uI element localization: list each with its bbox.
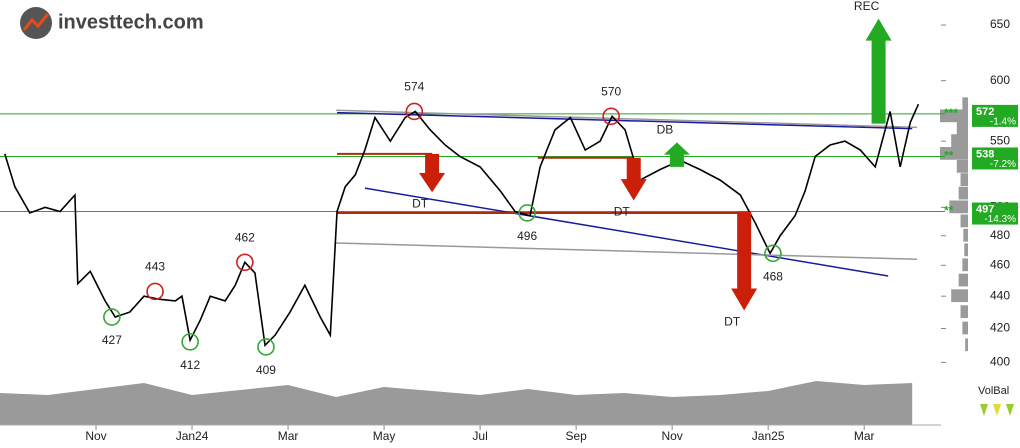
price-line bbox=[4, 103, 920, 347]
signal-label: DT bbox=[724, 315, 741, 329]
y-tick-label: 400 bbox=[990, 355, 1010, 369]
level-box bbox=[972, 202, 1018, 225]
extreme-label: 427 bbox=[102, 333, 122, 347]
extreme-label: 496 bbox=[517, 229, 537, 243]
signal-arrow bbox=[663, 142, 690, 167]
y-tick-label: 650 bbox=[990, 17, 1010, 31]
extreme-marker bbox=[602, 107, 620, 126]
profile-bar bbox=[951, 134, 968, 148]
extreme-marker bbox=[236, 253, 254, 272]
signal-arrow bbox=[620, 157, 647, 201]
profile-bar bbox=[965, 338, 968, 352]
x-tick-label: Mar bbox=[278, 429, 299, 443]
signal-label: DT bbox=[412, 196, 429, 210]
y-tick-label: 600 bbox=[990, 73, 1010, 87]
x-tick-label: Nov bbox=[661, 429, 682, 443]
y-tick-label: 420 bbox=[990, 321, 1010, 335]
extreme-marker bbox=[146, 282, 164, 301]
level-change: -14.3% bbox=[984, 214, 1016, 225]
y-tick-label: 480 bbox=[990, 228, 1010, 242]
extreme-marker bbox=[405, 102, 424, 121]
extreme-marker bbox=[181, 333, 199, 351]
x-tick-label: Mar bbox=[854, 429, 875, 443]
signal-label: DB bbox=[657, 123, 674, 137]
x-tick-label: Sep bbox=[565, 429, 587, 443]
volbal-icons bbox=[980, 404, 1014, 416]
y-tick-label: 460 bbox=[990, 257, 1010, 271]
profile-bar bbox=[949, 200, 968, 214]
trend-line bbox=[337, 111, 913, 130]
volbal-label: VolBal bbox=[978, 385, 1009, 397]
extreme-label: 443 bbox=[145, 260, 165, 274]
x-tick-label: May bbox=[373, 429, 396, 443]
level-change: -1.4% bbox=[990, 117, 1016, 128]
volume-area bbox=[0, 381, 913, 425]
profile-bar bbox=[960, 173, 968, 186]
level-box bbox=[972, 104, 1018, 127]
logo-icon bbox=[20, 7, 52, 39]
x-tick-label: Nov bbox=[85, 429, 106, 443]
level-stars: *** bbox=[944, 106, 958, 120]
signal-label: DT bbox=[614, 205, 631, 219]
trend-line bbox=[364, 187, 889, 277]
profile-bar bbox=[963, 228, 968, 242]
x-tick-label: Jan25 bbox=[752, 429, 785, 443]
profile-bar bbox=[958, 273, 968, 287]
profile-bar bbox=[958, 186, 968, 200]
level-box bbox=[972, 147, 1018, 170]
signal-arrow bbox=[419, 153, 446, 193]
profile-bar bbox=[962, 321, 968, 335]
level-value: 538 bbox=[976, 148, 994, 160]
level-stars: ** bbox=[944, 204, 954, 218]
profile-bar bbox=[940, 109, 968, 123]
level-value: 497 bbox=[976, 203, 994, 215]
x-tick-label: Jul bbox=[472, 429, 487, 443]
profile-bar bbox=[962, 97, 968, 111]
extreme-label: 570 bbox=[601, 84, 621, 98]
profile-bar bbox=[940, 147, 968, 160]
extreme-marker bbox=[103, 308, 121, 326]
brand: investtech.com bbox=[58, 11, 204, 33]
profile-bar bbox=[956, 159, 968, 173]
extreme-label: 462 bbox=[235, 230, 255, 244]
trend-line bbox=[336, 109, 918, 129]
y-tick-label: 440 bbox=[990, 288, 1010, 302]
signal-label: REC bbox=[854, 0, 880, 13]
profile-bar bbox=[962, 258, 968, 272]
profile-bar bbox=[960, 305, 968, 319]
y-tick-label: 550 bbox=[990, 133, 1010, 147]
level-value: 572 bbox=[976, 106, 994, 118]
extreme-marker bbox=[257, 338, 275, 356]
extreme-label: 468 bbox=[763, 269, 783, 283]
extreme-marker bbox=[518, 204, 536, 222]
profile-bar bbox=[964, 243, 968, 257]
x-tick-label: Jan24 bbox=[176, 429, 209, 443]
signal-arrow bbox=[865, 18, 892, 124]
extreme-label: 574 bbox=[404, 80, 424, 94]
extreme-marker bbox=[764, 244, 782, 263]
profile-bar bbox=[956, 121, 968, 135]
extreme-label: 412 bbox=[180, 358, 200, 372]
extreme-label: 409 bbox=[256, 363, 276, 377]
level-stars: ** bbox=[944, 149, 954, 163]
signal-arrow bbox=[731, 211, 758, 311]
trend-line bbox=[336, 242, 918, 261]
level-change: -7.2% bbox=[990, 159, 1016, 170]
profile-bar bbox=[951, 289, 968, 303]
profile-bar bbox=[960, 214, 968, 228]
